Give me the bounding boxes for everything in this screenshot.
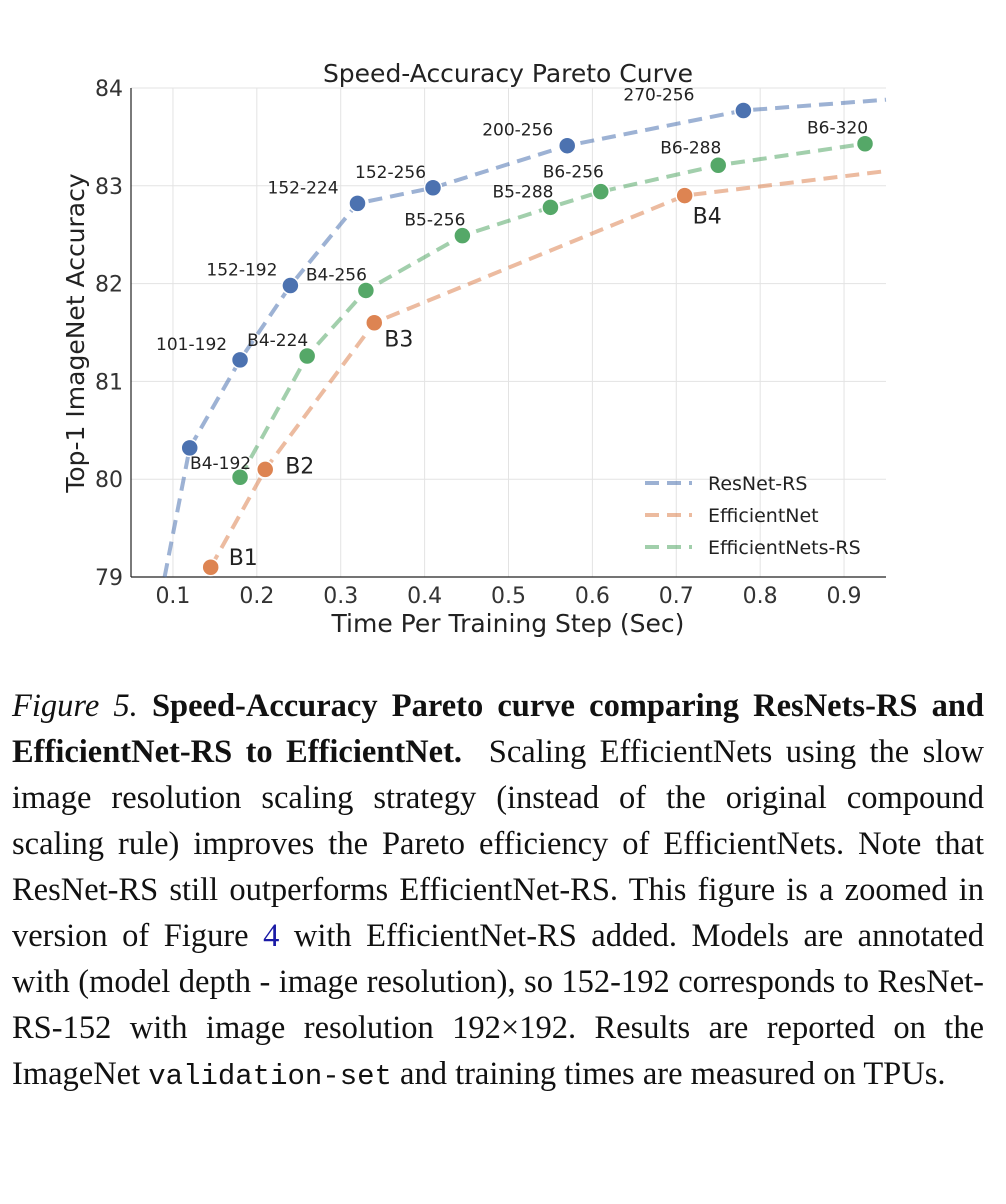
data-points <box>180 101 875 577</box>
point-label: 200-256 <box>482 121 553 141</box>
point-label: B3 <box>384 328 413 353</box>
data-point <box>365 313 384 332</box>
data-point <box>557 136 577 155</box>
point-label: B4-192 <box>190 454 251 474</box>
caption-title: Speed-Accuracy Pareto curve comparing Re… <box>12 688 985 770</box>
y-tick-label: 79 <box>95 566 123 591</box>
point-label: B6-288 <box>660 138 721 158</box>
y-tick-label: 82 <box>95 273 123 298</box>
data-point <box>734 101 753 120</box>
caption-figure-ref[interactable]: 4 <box>263 918 280 954</box>
data-point <box>356 281 376 300</box>
data-point <box>348 194 367 213</box>
tick-labels: 0.1 0.2 0.3 0.4 0.5 0.6 0.7 0.8 0.9 79 80 81 82 83 84 <box>95 77 862 609</box>
x-tick-label: 0.3 <box>323 584 358 609</box>
x-tick-label: 0.4 <box>407 584 442 609</box>
data-point <box>675 186 694 205</box>
x-tick-label: 0.7 <box>659 584 694 609</box>
figure-caption: Figure 5. Speed-Accuracy Pareto curve co… <box>12 683 984 1100</box>
data-point <box>708 156 728 175</box>
legend-label: ResNet-RS <box>708 473 807 495</box>
point-label: B6-256 <box>543 163 604 183</box>
data-point <box>591 182 611 201</box>
x-tick-label: 0.8 <box>743 584 778 609</box>
legend-label: EfficientNet <box>708 505 819 527</box>
data-point <box>230 350 250 370</box>
legend: ResNet-RS EfficientNet EfficientNets-RS <box>645 473 861 559</box>
data-point <box>297 346 317 366</box>
axes <box>130 88 886 578</box>
caption-text-3: and training times are measured on TPUs. <box>400 1056 946 1092</box>
point-label: B4 <box>693 205 722 230</box>
point-label: 101-192 <box>156 335 227 355</box>
y-tick-label: 84 <box>95 77 123 102</box>
caption-code: validation-set <box>148 1060 392 1093</box>
x-tick-label: 0.2 <box>239 584 274 609</box>
x-axis-label: Time Per Training Step (Sec) <box>331 609 685 638</box>
point-label: 152-256 <box>355 163 426 183</box>
y-tick-label: 80 <box>95 468 123 493</box>
legend-label: EfficientNets-RS <box>708 537 861 559</box>
x-tick-label: 0.5 <box>491 584 526 609</box>
point-label: B2 <box>285 454 314 479</box>
data-point <box>541 198 560 217</box>
caption-figure-number: Figure 5. <box>12 688 138 724</box>
point-label: B6-320 <box>807 119 868 139</box>
data-point <box>255 460 275 479</box>
caption-text-2: with EfficientNet-RS added. Models are a… <box>12 918 985 1092</box>
point-label: B5-256 <box>404 211 465 231</box>
pareto-chart: Speed-Accuracy Pareto Curve Time Per Tra… <box>61 59 887 638</box>
series-line-2 <box>238 141 866 479</box>
data-point <box>281 276 300 295</box>
point-label: B1 <box>229 546 258 571</box>
point-labels: 101-192 152-192 152-224 152-256 200-256 270-2… <box>156 85 868 571</box>
y-axis-label: Top-1 ImageNet Accuracy <box>61 173 90 494</box>
x-tick-label: 0.1 <box>155 584 190 609</box>
point-label: 152-224 <box>268 178 339 198</box>
x-tick-label: 0.9 <box>827 584 862 609</box>
y-tick-label: 81 <box>95 370 123 395</box>
chart-title: Speed-Accuracy Pareto Curve <box>323 59 693 88</box>
data-point <box>230 467 250 487</box>
data-point <box>453 226 472 245</box>
x-tick-label: 0.6 <box>575 584 610 609</box>
y-tick-label: 83 <box>95 175 123 200</box>
point-label: B4-256 <box>306 265 367 285</box>
data-point <box>855 134 875 153</box>
point-label: 152-192 <box>206 261 277 281</box>
data-point <box>180 438 199 458</box>
point-label: B5-288 <box>492 182 553 202</box>
data-point <box>201 557 220 577</box>
point-label: B4-224 <box>247 331 308 351</box>
point-label: 270-256 <box>623 85 694 105</box>
data-point <box>423 178 443 198</box>
caption-text-1: Scaling EfficientNets using the slow ima… <box>12 734 985 954</box>
